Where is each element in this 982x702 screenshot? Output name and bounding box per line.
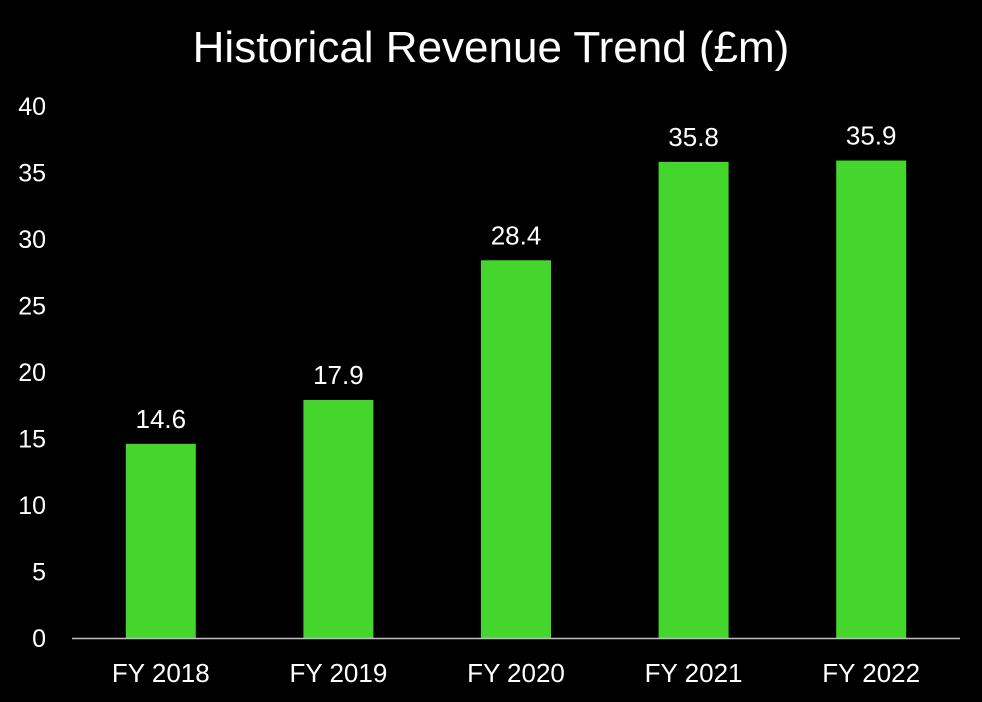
y-tick-label: 15 xyxy=(18,426,46,454)
y-tick-label: 0 xyxy=(32,625,46,653)
bar-fy-2022 xyxy=(836,160,907,638)
data-labels: 14.6 17.9 28.4 35.8 35.9 xyxy=(135,121,896,434)
x-tick-label: FY 2018 xyxy=(112,658,210,688)
y-tick-label: 5 xyxy=(32,559,46,587)
data-label: 28.4 xyxy=(491,220,542,250)
bar-fy-2019 xyxy=(303,399,374,638)
x-tick-label: FY 2019 xyxy=(289,658,387,688)
x-axis: FY 2018 FY 2019 FY 2020 FY 2021 FY 2022 xyxy=(112,658,920,688)
bar-fy-2018 xyxy=(125,443,196,638)
y-tick-label: 25 xyxy=(18,293,46,321)
x-tick-label: FY 2020 xyxy=(467,658,565,688)
bar-fy-2020 xyxy=(481,260,551,638)
bar-fy-2021 xyxy=(658,161,729,639)
x-tick-label: FY 2022 xyxy=(822,658,920,688)
y-axis: 0 5 10 15 20 25 30 35 40 xyxy=(18,93,46,653)
y-tick-label: 40 xyxy=(18,93,46,121)
x-tick-label: FY 2021 xyxy=(645,658,743,688)
data-label: 35.9 xyxy=(846,121,897,151)
data-label: 14.6 xyxy=(135,404,186,434)
y-tick-label: 20 xyxy=(18,359,46,387)
bars xyxy=(125,160,907,639)
data-label: 35.8 xyxy=(668,122,719,152)
data-label: 17.9 xyxy=(313,360,364,390)
y-tick-label: 35 xyxy=(18,160,46,188)
chart-title: Historical Revenue Trend (£m) xyxy=(192,23,790,72)
y-tick-label: 10 xyxy=(18,492,46,520)
y-tick-label: 30 xyxy=(18,226,46,254)
